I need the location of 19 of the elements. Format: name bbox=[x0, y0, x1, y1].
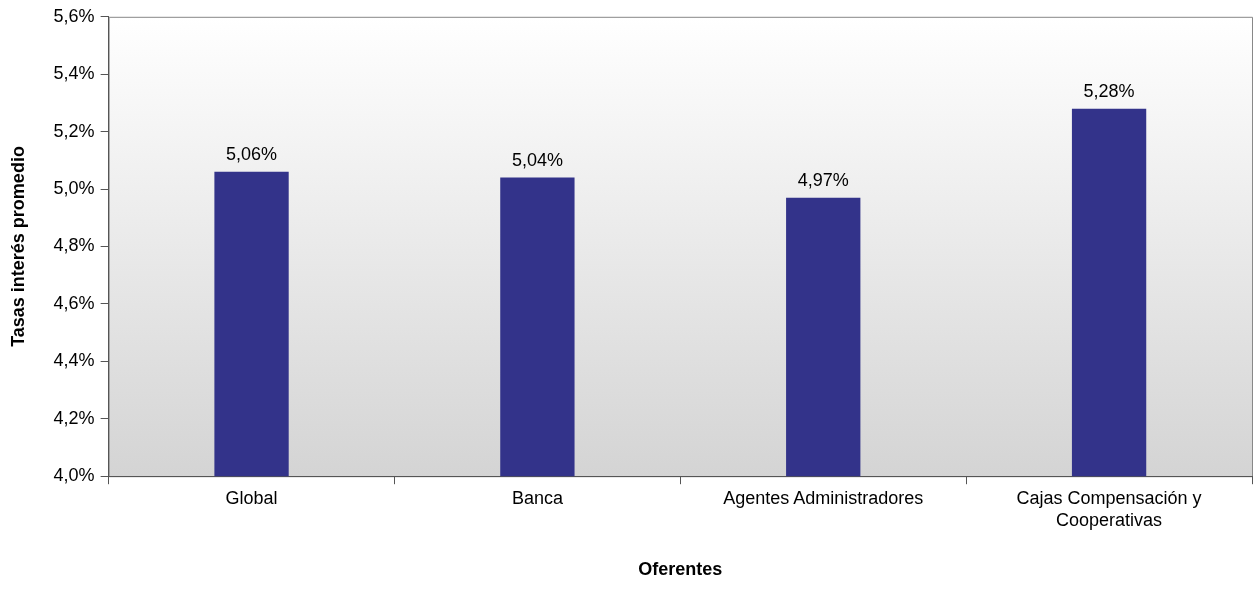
y-tick-label: 4,8% bbox=[53, 235, 95, 256]
y-tick-label: 4,6% bbox=[53, 292, 95, 313]
y-axis-title: Tasas interés promedio bbox=[7, 146, 28, 347]
x-tick-label: Agentes Administradores bbox=[723, 487, 924, 508]
x-tick-label: Cajas Compensación y Cooperativas bbox=[1016, 487, 1202, 530]
data-label: 5,28% bbox=[1083, 80, 1135, 101]
y-tick-label: 5,6% bbox=[53, 5, 95, 26]
data-label: 4,97% bbox=[797, 169, 849, 190]
data-label: 5,06% bbox=[226, 143, 278, 164]
y-tick-label: 5,0% bbox=[53, 178, 95, 199]
x-tick-label: Global bbox=[225, 487, 278, 508]
y-tick-label: 4,4% bbox=[53, 350, 95, 371]
x-tick-label: Banca bbox=[511, 487, 564, 508]
x-axis-title: Oferentes bbox=[638, 559, 723, 580]
y-tick-label: 5,4% bbox=[53, 63, 95, 84]
y-tick-label: 4,2% bbox=[53, 407, 95, 428]
y-tick-label: 4,0% bbox=[53, 465, 95, 486]
data-label: 5,04% bbox=[511, 149, 563, 170]
y-tick-label: 5,2% bbox=[53, 120, 95, 141]
